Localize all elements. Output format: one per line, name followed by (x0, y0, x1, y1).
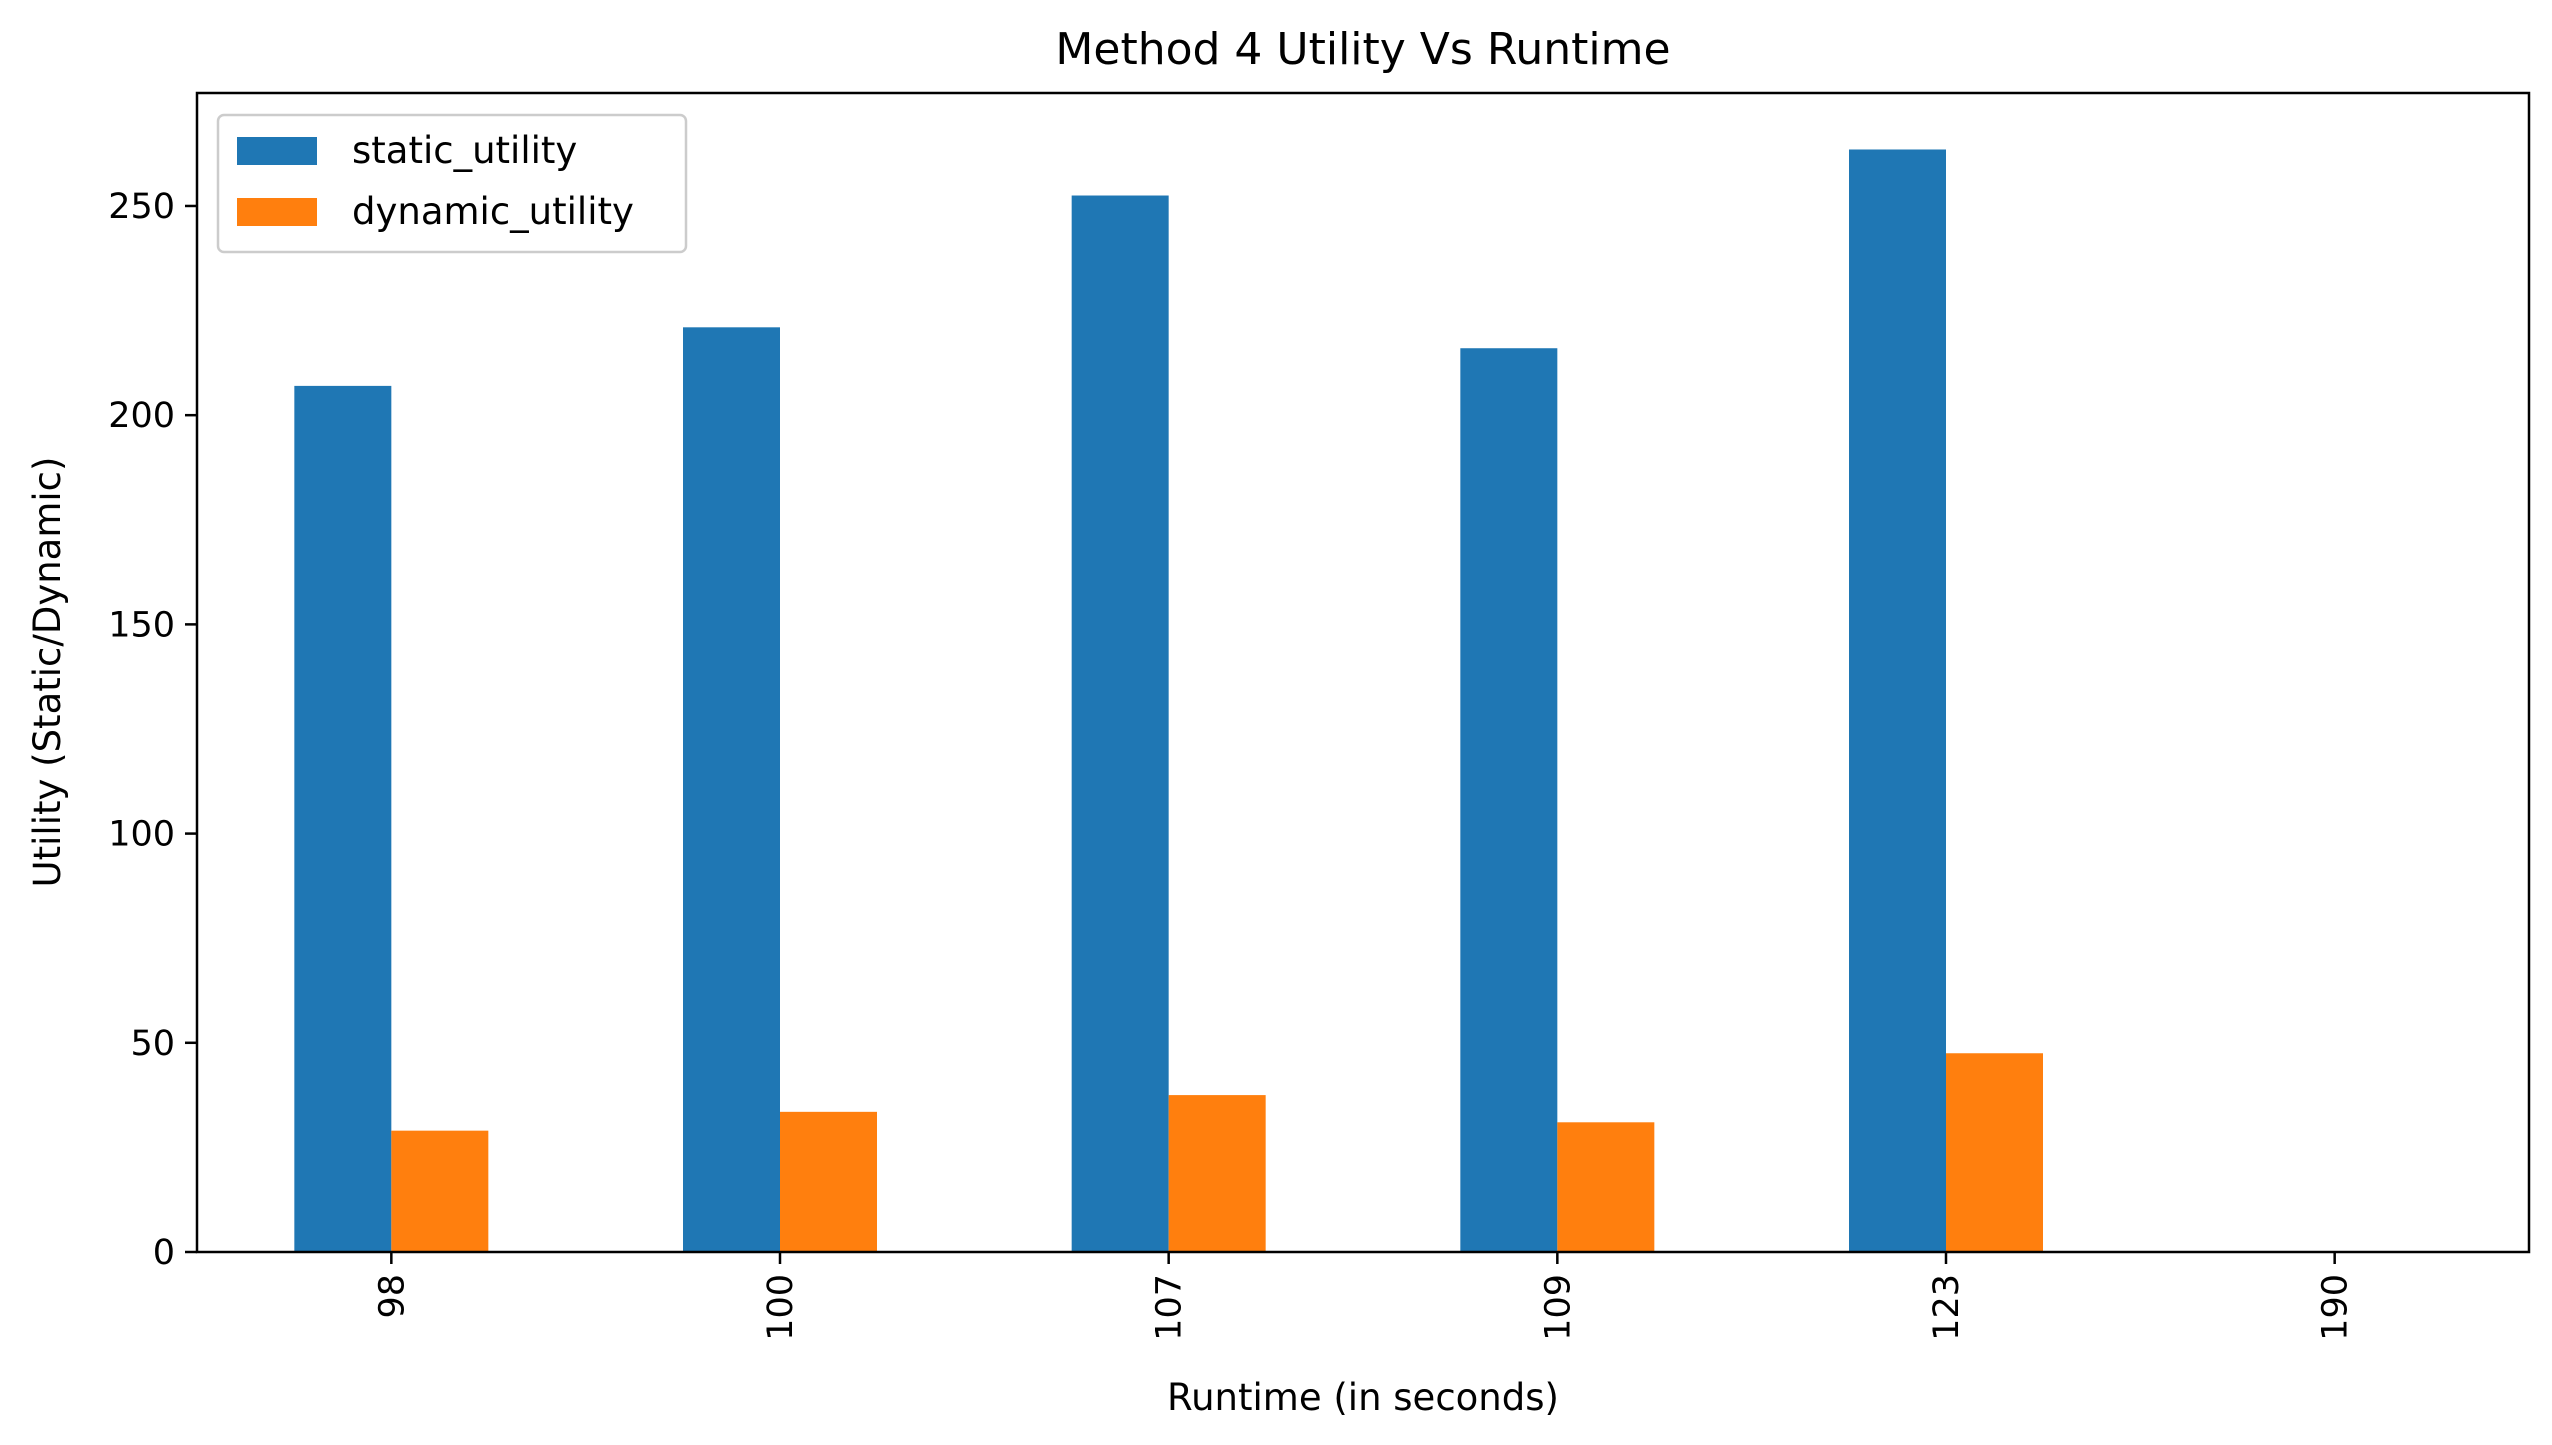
x-tick-label-98: 98 (372, 1274, 412, 1319)
x-tick-label-123: 123 (1927, 1274, 1967, 1341)
bar-static-utility-123 (1849, 149, 1946, 1252)
bar-dynamic-utility-109 (1557, 1122, 1655, 1252)
bar-static-utility-109 (1460, 348, 1558, 1252)
chart-title: Method 4 Utility Vs Runtime (1055, 24, 1670, 75)
x-tick-label-100: 100 (761, 1274, 801, 1341)
y-tick-label-0: 0 (153, 1233, 175, 1273)
legend: static_utility dynamic_utility (216, 113, 688, 254)
x-axis-label: Runtime (in seconds) (1167, 1376, 1559, 1419)
plot-area (197, 93, 2529, 1252)
legend-swatch-static-utility (237, 137, 317, 165)
x-tick-label-190: 190 (2316, 1274, 2356, 1341)
bar-static-utility-100 (683, 327, 780, 1253)
y-axis-label: Utility (Static/Dynamic) (26, 457, 69, 888)
y-axis-ticks: 0 50 100 150 200 250 (108, 187, 197, 1273)
x-tick-label-109: 109 (1538, 1274, 1578, 1341)
legend-box (216, 113, 688, 254)
bar-dynamic-utility-107 (1168, 1095, 1266, 1252)
bar-dynamic-utility-123 (1946, 1053, 2043, 1252)
x-axis-ticks: 98 100 107 109 123 190 (372, 1252, 2356, 1341)
bar-static-utility-107 (1071, 195, 1169, 1252)
x-tick-label-107: 107 (1150, 1274, 1190, 1341)
legend-label-dynamic-utility: dynamic_utility (352, 190, 634, 233)
legend-swatch-dynamic-utility (237, 198, 317, 226)
legend-label-static-utility: static_utility (352, 129, 577, 172)
y-tick-label-100: 100 (108, 815, 175, 855)
bar-static-utility-98 (294, 385, 392, 1253)
plot-frame (195, 91, 2531, 1254)
y-tick-label-50: 50 (130, 1024, 175, 1064)
bar-dynamic-utility-98 (391, 1130, 489, 1252)
bars-group (294, 149, 2043, 1253)
bar-dynamic-utility-100 (780, 1111, 877, 1252)
y-tick-label-250: 250 (108, 187, 175, 227)
y-tick-label-200: 200 (108, 396, 175, 436)
y-tick-label-150: 150 (108, 605, 175, 645)
